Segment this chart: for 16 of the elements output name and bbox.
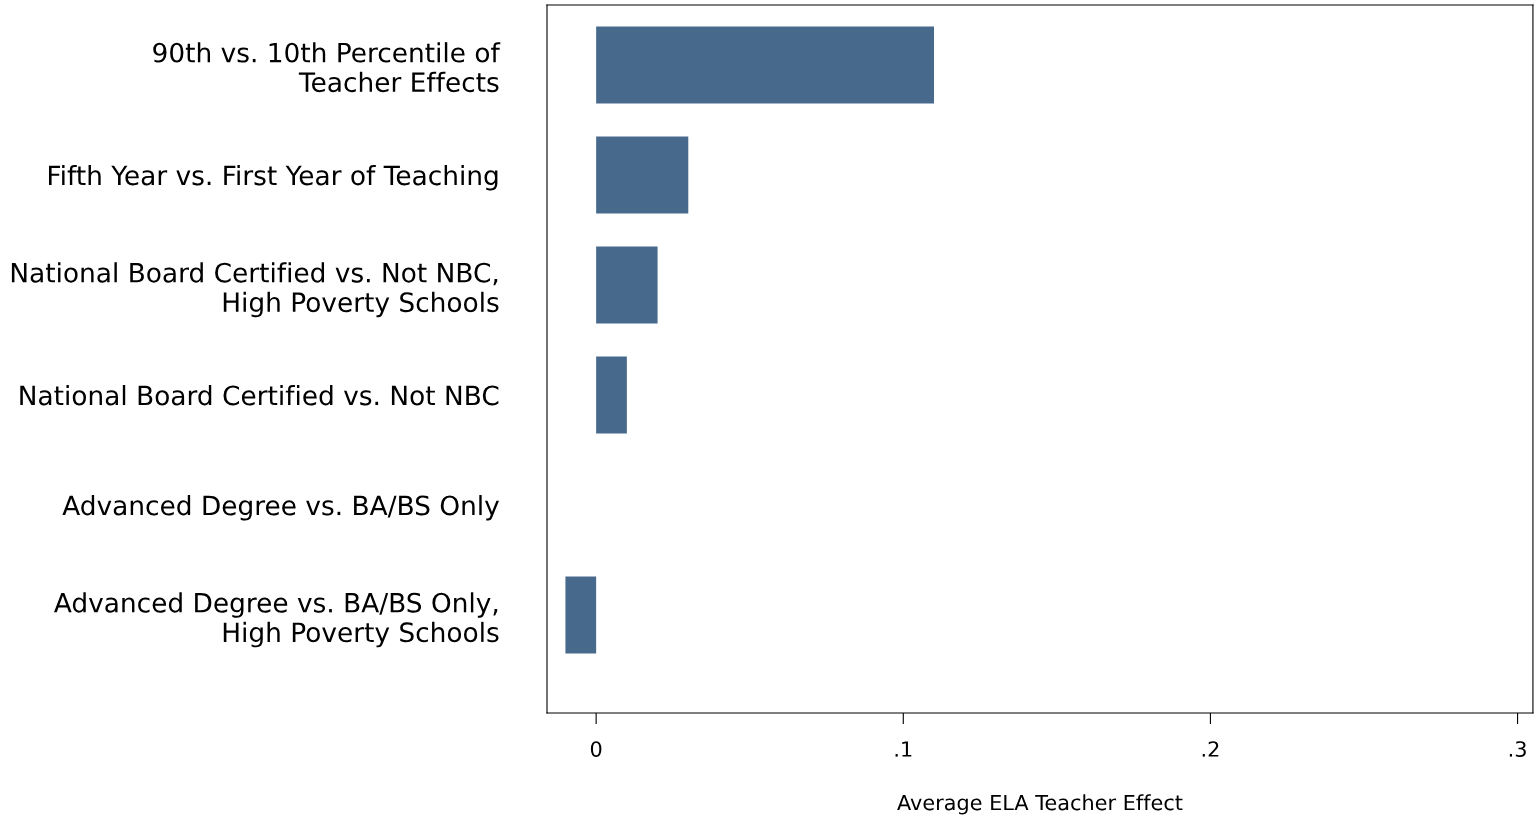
x-tick-label: .2: [1202, 741, 1219, 757]
y-tick-label: Fifth Year vs. First Year of Teaching: [48, 164, 498, 191]
x-tick-label: .3: [1509, 741, 1526, 757]
y-tick-label: National Board Certified vs. Not NBC, High Poverty Schools: [11, 262, 499, 318]
x-tick-label: 0: [590, 741, 602, 757]
y-tick-label: National Board Certified vs. Not NBC: [20, 385, 499, 406]
bar: [565, 576, 597, 654]
y-tick-label: Advanced Degree vs. BA/BS Only, High Poverty Schools: [54, 592, 499, 648]
bar: [596, 26, 934, 104]
bar: [596, 246, 658, 324]
y-tick-label: Advanced Degree vs. BA/BS Only: [62, 495, 499, 521]
x-axis-title: Average ELA Teacher Effect: [897, 794, 1183, 815]
x-tick-label: .1: [895, 741, 912, 757]
bar: [596, 356, 627, 434]
y-tick-label: 90th vs. 10th Percentile of Teacher Effects: [153, 42, 501, 93]
bar: [596, 136, 689, 214]
